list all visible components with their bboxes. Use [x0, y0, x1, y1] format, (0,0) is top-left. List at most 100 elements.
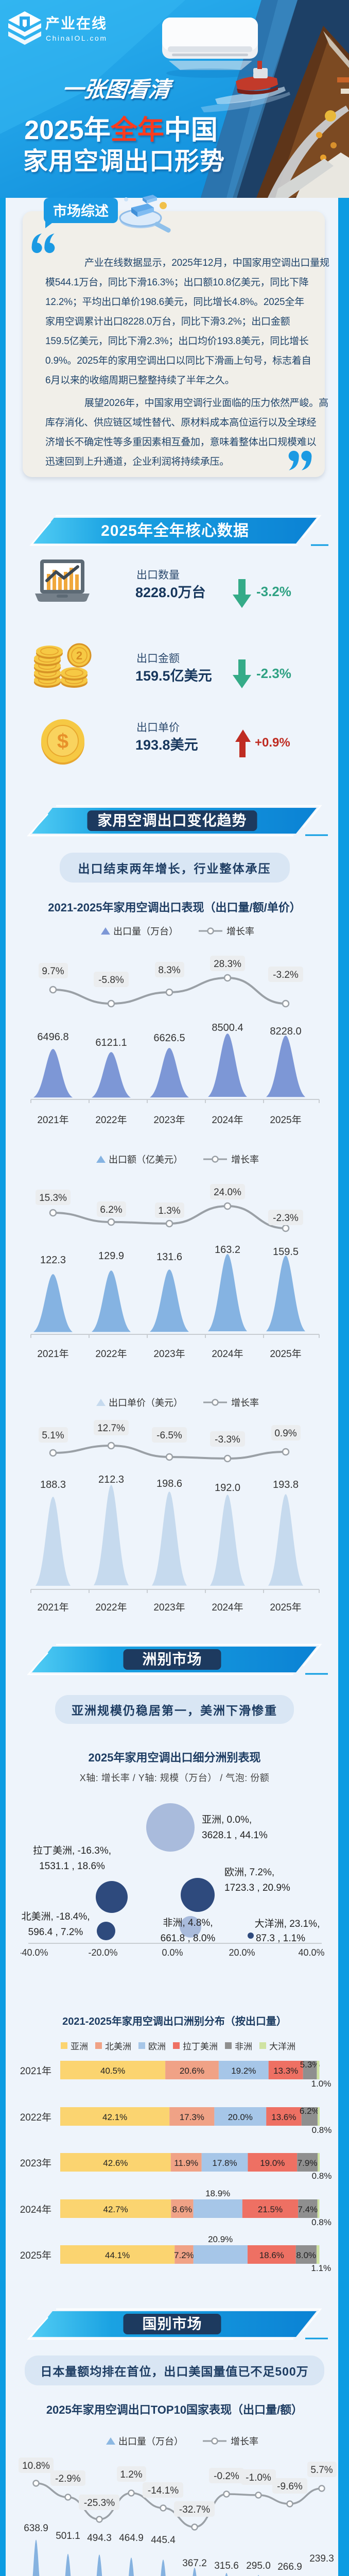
svg-text:2023年: 2023年: [153, 1602, 185, 1613]
svg-text:638.9: 638.9: [24, 2523, 48, 2534]
svg-text:6626.5: 6626.5: [153, 1032, 185, 1044]
svg-text:40.5%: 40.5%: [100, 2066, 125, 2076]
svg-text:10.8%: 10.8%: [22, 2461, 50, 2471]
svg-text:122.3: 122.3: [40, 1255, 66, 1266]
svg-text:欧洲, 7.2%,: 欧洲, 7.2%,: [224, 1867, 274, 1878]
svg-text:8500.4: 8500.4: [212, 1022, 243, 1033]
svg-text:0.8%: 0.8%: [312, 2125, 332, 2135]
svg-text:1.2%: 1.2%: [120, 2469, 142, 2480]
svg-text:17.3%: 17.3%: [180, 2112, 204, 2122]
svg-text:20.0%: 20.0%: [229, 1947, 255, 1958]
svg-text:0.8%: 0.8%: [312, 2171, 332, 2181]
svg-text:2022年: 2022年: [95, 1602, 127, 1613]
svg-text:增长率: 增长率: [226, 926, 254, 937]
svg-text:13.6%: 13.6%: [271, 2112, 296, 2122]
svg-text:6121.1: 6121.1: [95, 1037, 127, 1048]
svg-text:2024年: 2024年: [20, 2204, 51, 2215]
svg-text:2025年全年核心数据: 2025年全年核心数据: [101, 522, 249, 539]
svg-text:6496.8: 6496.8: [37, 1031, 68, 1043]
svg-text:2024年: 2024年: [212, 1348, 243, 1360]
svg-text:-9.6%: -9.6%: [277, 2481, 303, 2492]
svg-text:2021年: 2021年: [37, 1348, 68, 1360]
svg-text:11.9%: 11.9%: [174, 2158, 198, 2168]
svg-text:18.9%: 18.9%: [205, 2189, 230, 2198]
svg-text:0.0%: 0.0%: [162, 1947, 183, 1958]
svg-text:8.3%: 8.3%: [158, 965, 180, 976]
svg-text:2025年: 2025年: [270, 1602, 301, 1613]
svg-text:2022年: 2022年: [95, 1114, 127, 1126]
svg-text:-3.2%: -3.2%: [273, 970, 299, 980]
svg-text:-5.8%: -5.8%: [98, 975, 124, 986]
svg-text:596.4 , 7.2%: 596.4 , 7.2%: [28, 1927, 83, 1938]
svg-text:拉丁美洲, -16.3%,: 拉丁美洲, -16.3%,: [33, 1845, 111, 1856]
svg-text:-40.0%: -40.0%: [21, 1947, 48, 1958]
svg-text:$: $: [57, 730, 68, 753]
svg-text:42.1%: 42.1%: [102, 2112, 127, 2122]
svg-text:87.3 , 1.1%: 87.3 , 1.1%: [256, 1933, 305, 1944]
svg-text:24.0%: 24.0%: [214, 1187, 241, 1198]
svg-text:2021年: 2021年: [20, 2065, 51, 2077]
svg-text:2021年: 2021年: [37, 1602, 68, 1613]
svg-text:44.1%: 44.1%: [105, 2250, 130, 2260]
svg-text:6.2%: 6.2%: [100, 1205, 122, 1215]
svg-text:-6.5%: -6.5%: [156, 1430, 182, 1441]
svg-text:2024年: 2024年: [212, 1114, 243, 1126]
svg-text:ChinaIOL.com: ChinaIOL.com: [46, 34, 107, 42]
svg-text:2025年: 2025年: [20, 2250, 51, 2261]
svg-text:增长率: 增长率: [231, 2436, 258, 2447]
svg-text:大洋洲, 23.1%,: 大洋洲, 23.1%,: [255, 1918, 320, 1929]
svg-text:445.4: 445.4: [151, 2535, 176, 2546]
svg-text:2023年: 2023年: [20, 2158, 51, 2169]
svg-text:21.5%: 21.5%: [258, 2205, 283, 2214]
svg-text:0.9%: 0.9%: [274, 1428, 296, 1439]
svg-text:8228.0: 8228.0: [270, 1026, 301, 1037]
svg-text:增长率: 增长率: [231, 1155, 259, 1165]
svg-text:20.9%: 20.9%: [208, 2234, 233, 2244]
svg-text:出口量（万台）: 出口量（万台）: [113, 926, 178, 937]
svg-text:出口单价（美元）: 出口单价（美元）: [109, 1398, 183, 1408]
svg-text:315.6: 315.6: [214, 2561, 239, 2571]
svg-text:2024年: 2024年: [212, 1602, 243, 1613]
svg-text:2025年: 2025年: [270, 1348, 301, 1360]
svg-text:2023年: 2023年: [153, 1348, 185, 1360]
svg-text:28.3%: 28.3%: [214, 959, 241, 970]
svg-text:0.8%: 0.8%: [311, 2217, 331, 2227]
svg-text:2: 2: [76, 649, 82, 662]
svg-text:266.9: 266.9: [277, 2562, 302, 2572]
svg-text:19.2%: 19.2%: [231, 2066, 256, 2076]
svg-text:8.6%: 8.6%: [172, 2205, 193, 2214]
svg-text:18.6%: 18.6%: [259, 2250, 284, 2260]
svg-text:13.3%: 13.3%: [273, 2066, 298, 2076]
svg-text:非洲, 4.8%,: 非洲, 4.8%,: [163, 1917, 213, 1928]
svg-text:20.0%: 20.0%: [228, 2112, 253, 2122]
svg-text:洲别市场: 洲别市场: [142, 1651, 202, 1667]
svg-text:-1.0%: -1.0%: [246, 2472, 271, 2483]
svg-text:2025年: 2025年: [270, 1114, 301, 1126]
svg-text:-2.9%: -2.9%: [55, 2473, 81, 2484]
svg-text:5.7%: 5.7%: [310, 2465, 333, 2476]
svg-text:2021年: 2021年: [37, 1114, 68, 1126]
svg-text:163.2: 163.2: [215, 1244, 240, 1256]
svg-text:2022年: 2022年: [20, 2112, 51, 2123]
svg-text:20.6%: 20.6%: [180, 2066, 204, 2076]
svg-text:亚洲, 0.0%,: 亚洲, 0.0%,: [202, 1815, 252, 1825]
svg-text:239.3: 239.3: [309, 2553, 334, 2564]
svg-text:2023年: 2023年: [153, 1114, 185, 1126]
svg-text:19.0%: 19.0%: [260, 2158, 285, 2168]
svg-text:159.5: 159.5: [273, 1246, 299, 1258]
svg-text:494.3: 494.3: [87, 2533, 112, 2544]
svg-text:464.9: 464.9: [119, 2533, 144, 2544]
svg-text:17.8%: 17.8%: [212, 2158, 237, 2168]
svg-text:193.8: 193.8: [273, 1479, 299, 1490]
svg-text:1723.3 , 20.9%: 1723.3 , 20.9%: [224, 1883, 290, 1893]
svg-text:131.6: 131.6: [156, 1251, 182, 1263]
svg-text:-20.0%: -20.0%: [88, 1947, 117, 1958]
svg-text:192.0: 192.0: [215, 1482, 240, 1494]
svg-text:-2.3%: -2.3%: [273, 1213, 299, 1224]
svg-text:42.6%: 42.6%: [103, 2158, 128, 2168]
svg-text:40.0%: 40.0%: [298, 1947, 324, 1958]
svg-text:9.7%: 9.7%: [42, 966, 64, 977]
svg-text:-32.7%: -32.7%: [179, 2504, 210, 2515]
svg-text:6.2%: 6.2%: [300, 2106, 320, 2116]
svg-text:1.0%: 1.0%: [311, 2079, 331, 2089]
